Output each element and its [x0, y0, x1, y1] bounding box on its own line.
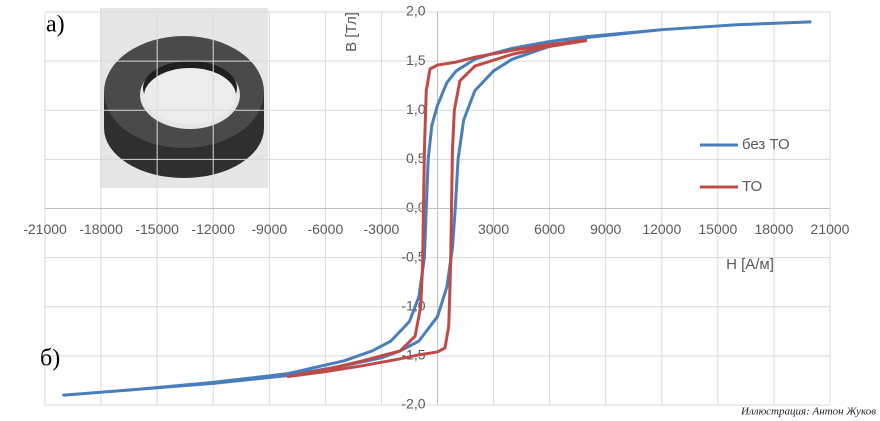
y-tick-label: -0,5 [401, 248, 425, 264]
x-tick-label: -21000 [23, 221, 67, 237]
credit: Иллюстрация: Антон Жуков [740, 406, 876, 418]
x-tick-label: 6000 [534, 221, 565, 237]
y-tick-label: 1,5 [406, 52, 426, 68]
data-line [62, 20, 812, 397]
y-tick-label: 2,0 [406, 3, 426, 19]
ring-photo [100, 8, 268, 188]
x-tick-label: 12000 [642, 221, 681, 237]
y-tick-label: 1,0 [406, 101, 426, 117]
legend-label: без ТО [742, 136, 790, 153]
y-tick-label: 0,5 [406, 150, 426, 166]
y-axis-label: B [Тл] [343, 12, 360, 52]
x-tick-label: -6000 [307, 221, 343, 237]
x-tick-label: -3000 [364, 221, 400, 237]
data-line [286, 39, 588, 379]
x-tick-label: 15000 [698, 221, 737, 237]
legend-label: ТО [742, 178, 762, 195]
panel-label: а) [46, 12, 65, 38]
x-axis-label: H [А/м] [726, 256, 774, 273]
y-tick-label: 0,0 [406, 199, 426, 215]
y-tick-label: -2,0 [401, 396, 425, 412]
x-tick-label: -15000 [135, 221, 179, 237]
x-tick-label: 18000 [754, 221, 793, 237]
x-tick-label: 21000 [811, 221, 850, 237]
x-tick-label: -18000 [79, 221, 123, 237]
x-tick-label: 9000 [590, 221, 621, 237]
x-tick-label: -9000 [251, 221, 287, 237]
x-tick-label: 3000 [478, 221, 509, 237]
panel-label: б) [40, 346, 60, 372]
x-tick-label: -12000 [191, 221, 235, 237]
